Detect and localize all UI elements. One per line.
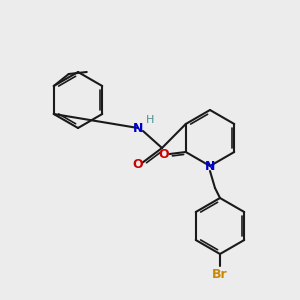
Text: Br: Br bbox=[212, 268, 228, 281]
Text: O: O bbox=[158, 148, 169, 160]
Text: O: O bbox=[133, 158, 143, 172]
Text: N: N bbox=[205, 160, 215, 172]
Text: N: N bbox=[133, 122, 143, 134]
Text: H: H bbox=[146, 115, 154, 125]
